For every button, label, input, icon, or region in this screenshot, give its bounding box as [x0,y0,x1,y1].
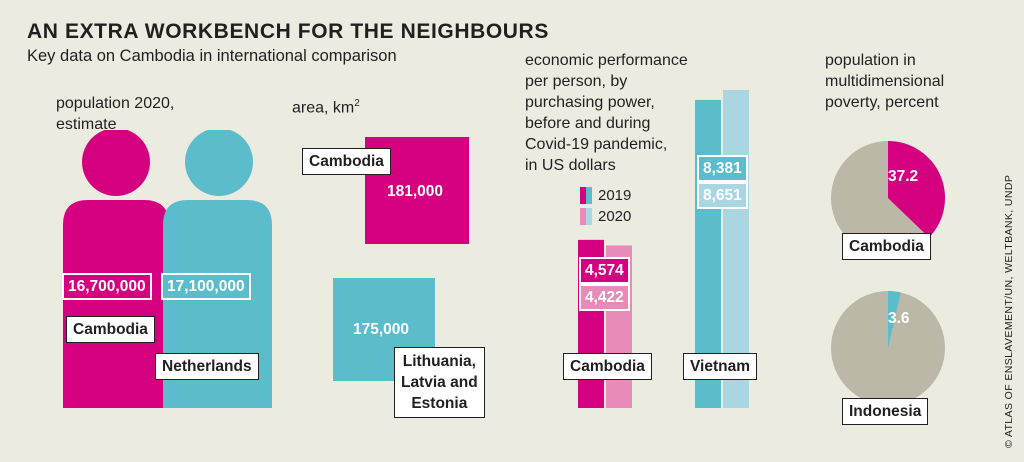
gdp-caption-line: Covid-19 pandemic, [525,136,668,153]
cambodia-gdp-2020-value: 4,422 [579,284,630,311]
indonesia-pie-slice [888,291,901,348]
population-caption-line1: population 2020, [56,95,175,112]
baltics-label-line2: Latvia and [401,374,478,391]
poverty-caption-line: population in [825,52,916,69]
gdp-caption-line: economic performance [525,52,688,69]
baltics-label-line1: Lithuania, [402,353,476,370]
vietnam-gdp-2019-value: 8,381 [697,155,748,182]
indonesia-poverty-pie [831,291,945,405]
area-caption-superscript: 2 [354,98,360,109]
gdp-caption-line: per person, by [525,73,628,90]
vietnam-gdp-label: Vietnam [683,353,758,380]
area-caption-text: area, km [292,99,355,117]
baltics-label-line3: Estonia [411,395,468,412]
page-subtitle: Key data on Cambodia in international co… [27,47,397,65]
cambodia-pie-slice [888,141,945,238]
cambodia-gdp-2019-value: 4,574 [579,257,630,284]
cambodia-poverty-label: Cambodia [842,233,931,260]
gdp-caption-line: purchasing power, [525,94,655,111]
legend-2019-swatch-b [586,187,592,204]
cambodia-person-figure [63,130,169,408]
cambodia-population-value: 16,700,000 [62,273,152,300]
page-title: AN EXTRA WORKBENCH FOR THE NEIGHBOURS [27,20,549,43]
cambodia-poverty-value: 37.2 [888,168,919,185]
population-caption: population 2020, estimate [56,93,174,135]
poverty-caption-line: multidimensional [825,73,945,90]
cambodia-population-label: Cambodia [66,316,155,343]
netherlands-population-label: Netherlands [155,353,259,380]
legend-2020-swatch-b [586,208,592,225]
gdp-caption-line: before and during [525,115,651,132]
legend-2020-swatch-a [580,208,586,225]
baltics-area-label: Lithuania, Latvia and Estonia [394,347,485,418]
baltics-area-value: 175,000 [353,321,410,338]
netherlands-population-value: 17,100,000 [161,273,251,300]
gdp-caption-line: in US dollars [525,157,616,174]
cambodia-poverty-pie [831,141,945,255]
cambodia-area-label: Cambodia [302,148,391,175]
gdp-caption: economic performance per person, by purc… [525,50,688,176]
source-credit: © ATLAS OF ENSLAVEMENT/UN, WELTBANK, UND… [1003,174,1015,448]
cambodia-gdp-label: Cambodia [563,353,652,380]
legend-2020-label: 2020 [598,208,632,225]
legend-2019-swatch-a [580,187,586,204]
legend-2019-label: 2019 [598,187,632,204]
area-caption: area, km2 [292,93,360,118]
indonesia-poverty-label: Indonesia [842,398,929,425]
poverty-caption-line: poverty, percent [825,94,939,111]
poverty-caption: population in multidimensional poverty, … [825,50,944,113]
indonesia-poverty-value: 3.6 [888,310,910,327]
population-caption-line2: estimate [56,116,117,133]
cambodia-area-value: 181,000 [387,183,444,200]
vietnam-gdp-2020-value: 8,651 [697,182,748,209]
